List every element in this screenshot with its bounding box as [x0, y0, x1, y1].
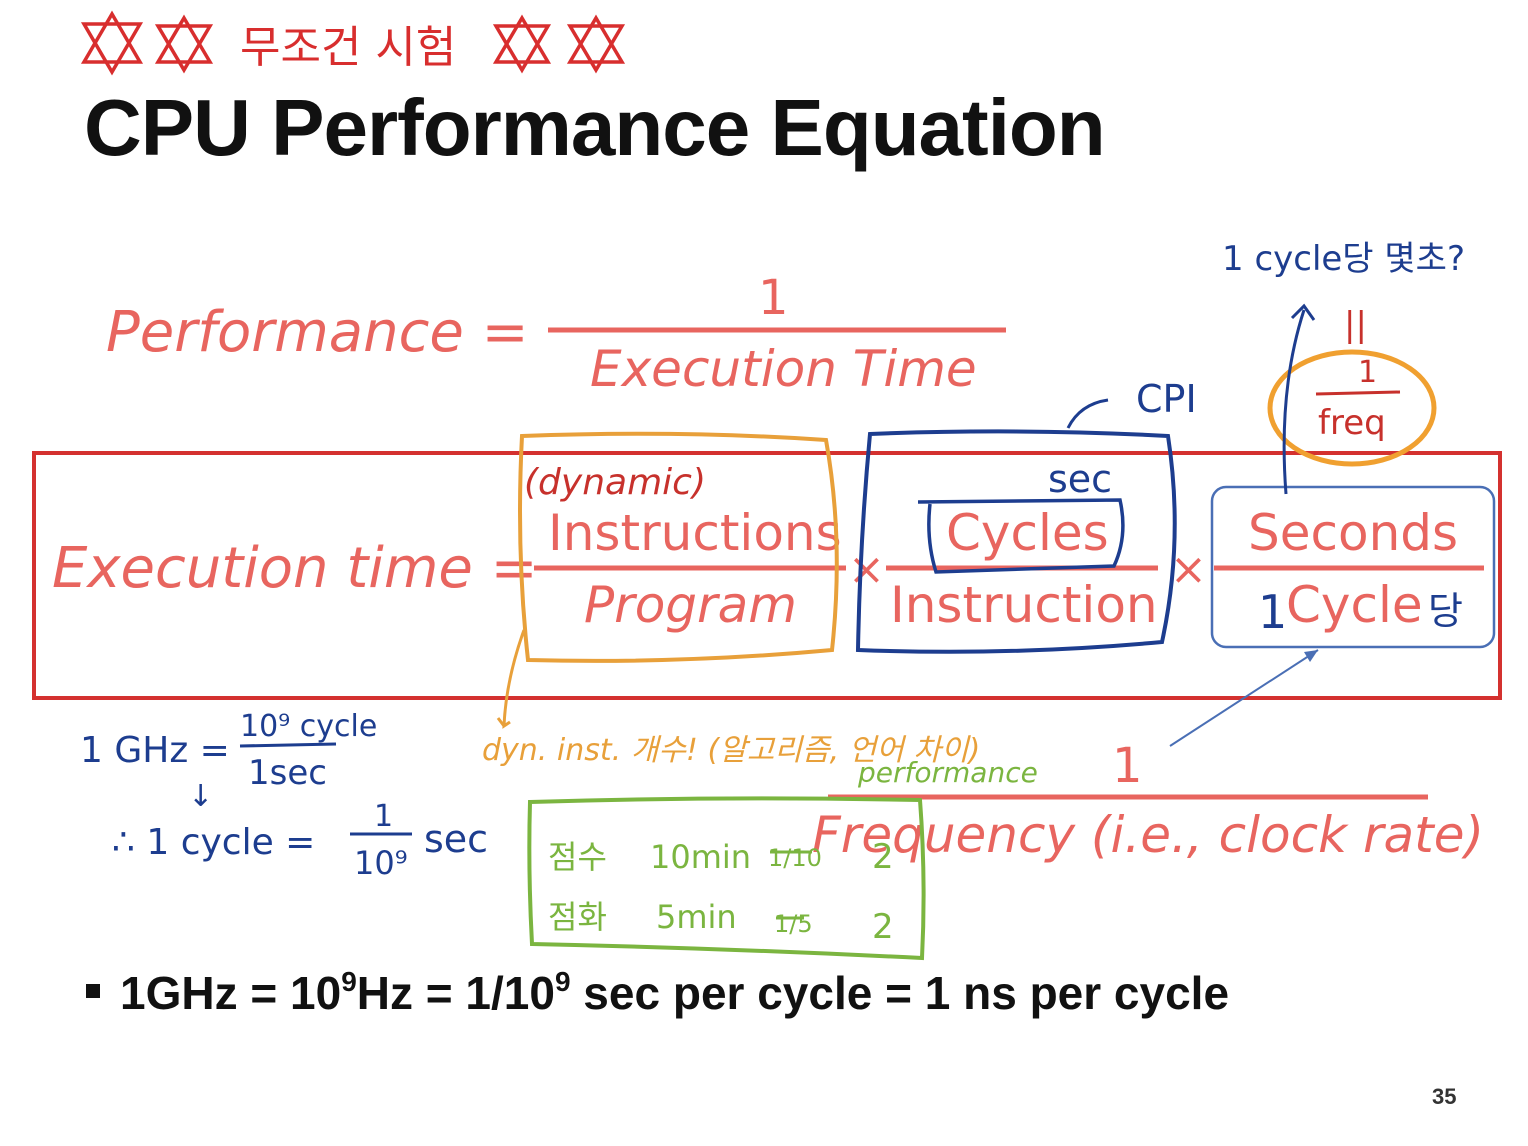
- bullet-square-icon: [86, 983, 100, 998]
- star-doodle-icon: [80, 10, 626, 76]
- frequency-link-arrow: [1169, 649, 1319, 747]
- bullet-exponent-1: 9: [341, 966, 357, 997]
- bullet-text-1: 1GHz = 10: [120, 967, 342, 1019]
- green-row2-value: 2: [872, 907, 894, 947]
- multiply-sign-2: ×: [1170, 544, 1207, 595]
- program-denominator: Program: [584, 576, 797, 634]
- green-row2-label: 점화: [548, 898, 607, 936]
- ghz-lhs: 1 GHz =: [80, 730, 230, 771]
- freq-fraction-bar: [1315, 390, 1401, 396]
- performance-eq-denominator: Execution Time: [590, 340, 977, 398]
- exam-note: 무조건 시험: [240, 22, 456, 73]
- seconds-per-cycle-box: [1210, 485, 1496, 649]
- cycles-instruction-box: [855, 429, 1177, 654]
- per-cycle-pointer: [1282, 309, 1306, 495]
- bullet-exponent-2: 9: [554, 966, 571, 997]
- ghz-numerator: 10⁹ cycle: [240, 709, 377, 744]
- frequency-numerator: 1: [1112, 738, 1143, 794]
- performance-eq-numerator: 1: [758, 270, 789, 326]
- cpi-label: CPI: [1136, 377, 1197, 421]
- green-row1-ratio: 1/10: [768, 844, 822, 872]
- green-row1-value: 2: [872, 837, 894, 877]
- dynamic-label: (dynamic): [524, 462, 706, 503]
- cpi-pointer: [1066, 398, 1109, 429]
- freq-fraction-numerator: 1: [1358, 355, 1377, 390]
- instructions-numerator: Instructions: [548, 504, 842, 562]
- multiply-sign-1: ×: [848, 544, 885, 595]
- sec-label: sec: [1048, 457, 1112, 501]
- therefore-unit: sec: [424, 817, 488, 861]
- seconds-numerator: Seconds: [1248, 504, 1459, 562]
- ghz-fraction-bar: [239, 742, 337, 748]
- ghz-denominator: 1sec: [248, 753, 327, 793]
- therefore-denominator: 10⁹: [354, 844, 408, 882]
- bullet-text-3: sec per cycle = 1 ns per cycle: [570, 967, 1230, 1019]
- performance-comparison-box: [527, 796, 926, 961]
- green-row2-time: 5min: [656, 898, 737, 936]
- freq-circle: [1267, 349, 1437, 467]
- page-number: 35: [1432, 1084, 1457, 1109]
- per-suffix: 당: [1428, 589, 1463, 633]
- one-prefix: 1: [1258, 585, 1287, 639]
- cycles-inner-box: [917, 498, 1125, 574]
- cycle-denominator: Cycle: [1286, 576, 1423, 634]
- green-row2-ratio: 1/5: [774, 910, 813, 938]
- execution-eq-lhs: Execution time =: [52, 536, 538, 601]
- cycles-numerator: Cycles: [946, 504, 1109, 562]
- up-arrowhead-icon: [1290, 303, 1316, 321]
- instruction-denominator: Instruction: [890, 576, 1158, 634]
- slide-title: CPU Performance Equation: [84, 83, 1106, 172]
- ghz-bullet: 1GHz = 109Hz = 1/109 sec per cycle = 1 n…: [86, 966, 1229, 1020]
- performance-note: performance: [857, 756, 1038, 789]
- arrowhead-icon: [1304, 650, 1318, 662]
- green-row1-label: 점수: [548, 838, 607, 876]
- down-arrow-icon: ↓: [188, 779, 213, 814]
- freq-equals-mark: ||: [1344, 305, 1367, 345]
- dyn-inst-note: dyn. inst. 개수! (알고리즘, 언어 차이): [482, 733, 980, 768]
- dyn-inst-pointer: [496, 629, 526, 729]
- bullet-text-2: Hz = 1/10: [356, 967, 555, 1019]
- execution-eq-frame: [32, 451, 1502, 700]
- per-cycle-question: 1 cycle당 몇초?: [1222, 239, 1465, 279]
- performance-eq-lhs: Performance =: [106, 300, 529, 365]
- therefore-numerator: 1: [374, 799, 393, 834]
- therefore-lhs: ∴ 1 cycle =: [112, 822, 315, 863]
- green-row1-time: 10min: [650, 838, 751, 876]
- freq-fraction-denominator: freq: [1318, 403, 1386, 443]
- instructions-program-box: [518, 431, 839, 663]
